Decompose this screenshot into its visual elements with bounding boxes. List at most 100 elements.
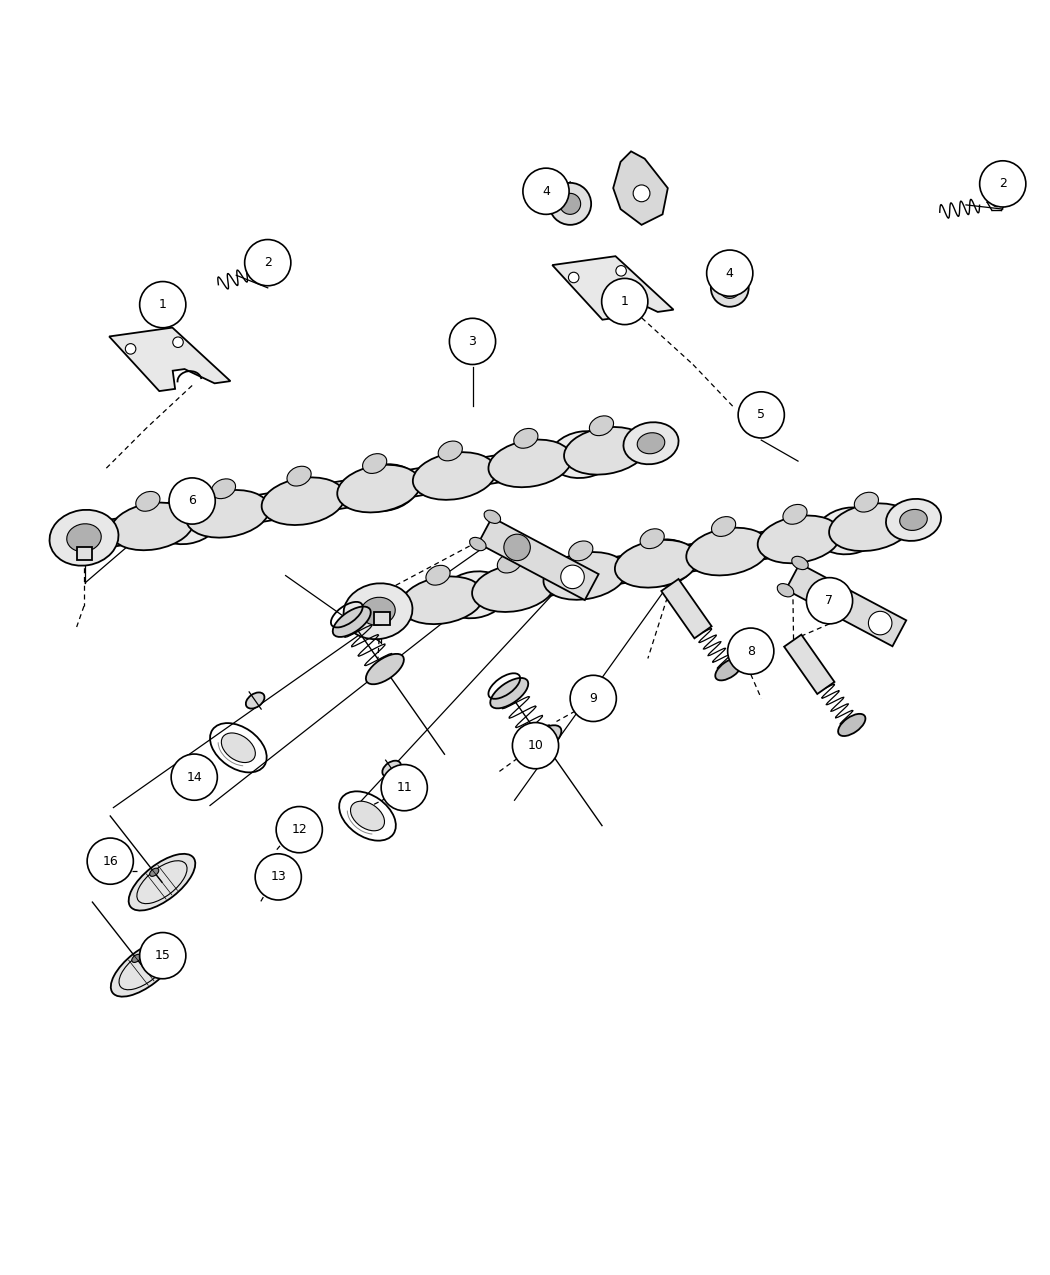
Ellipse shape (640, 529, 665, 548)
Text: 12: 12 (292, 824, 307, 836)
Ellipse shape (186, 490, 269, 538)
Circle shape (549, 182, 591, 224)
Ellipse shape (49, 510, 119, 566)
Text: 6: 6 (188, 495, 196, 507)
Ellipse shape (758, 515, 841, 564)
Text: 9: 9 (589, 692, 597, 705)
Text: 2: 2 (264, 256, 272, 269)
Text: 14: 14 (187, 770, 202, 784)
Text: 13: 13 (271, 871, 286, 884)
Ellipse shape (637, 432, 665, 454)
Ellipse shape (513, 428, 538, 449)
Ellipse shape (469, 537, 486, 551)
Ellipse shape (351, 801, 384, 831)
Circle shape (276, 807, 322, 853)
Ellipse shape (351, 464, 418, 511)
Circle shape (255, 854, 301, 900)
Circle shape (806, 578, 853, 623)
Ellipse shape (490, 678, 528, 709)
Text: 7: 7 (825, 594, 834, 607)
Circle shape (561, 565, 584, 589)
Text: 8: 8 (747, 645, 755, 658)
Circle shape (738, 391, 784, 439)
Ellipse shape (246, 692, 265, 709)
Ellipse shape (472, 565, 555, 612)
Ellipse shape (838, 714, 865, 736)
Polygon shape (662, 579, 712, 639)
Circle shape (980, 161, 1026, 207)
Ellipse shape (488, 440, 571, 487)
Circle shape (268, 260, 277, 270)
Ellipse shape (569, 541, 593, 561)
Ellipse shape (712, 516, 736, 537)
Circle shape (171, 754, 217, 801)
Ellipse shape (523, 725, 562, 756)
Ellipse shape (687, 528, 770, 575)
Ellipse shape (715, 658, 742, 681)
Ellipse shape (498, 553, 522, 572)
Circle shape (719, 278, 740, 298)
Polygon shape (784, 635, 835, 694)
Ellipse shape (135, 491, 160, 511)
Ellipse shape (830, 504, 912, 551)
Ellipse shape (211, 479, 235, 499)
Ellipse shape (783, 505, 807, 524)
Circle shape (707, 250, 753, 296)
Text: 10: 10 (527, 740, 544, 752)
Ellipse shape (777, 584, 794, 597)
Ellipse shape (589, 416, 613, 436)
Ellipse shape (382, 761, 401, 776)
Circle shape (616, 265, 627, 277)
Polygon shape (552, 256, 673, 320)
Circle shape (602, 278, 648, 325)
Ellipse shape (261, 477, 344, 525)
Ellipse shape (438, 441, 462, 460)
Circle shape (512, 723, 559, 769)
Circle shape (711, 269, 749, 307)
Circle shape (868, 611, 891, 635)
Circle shape (245, 240, 291, 286)
Ellipse shape (110, 502, 193, 551)
FancyBboxPatch shape (77, 547, 92, 560)
Ellipse shape (544, 552, 627, 599)
Ellipse shape (361, 597, 395, 625)
Text: 16: 16 (103, 854, 118, 868)
Ellipse shape (67, 524, 101, 552)
Circle shape (381, 765, 427, 811)
Ellipse shape (287, 467, 311, 486)
Ellipse shape (337, 465, 420, 513)
Circle shape (992, 198, 1002, 207)
Ellipse shape (426, 565, 450, 585)
Text: 2: 2 (999, 177, 1007, 190)
Circle shape (87, 838, 133, 885)
Circle shape (523, 168, 569, 214)
Polygon shape (109, 328, 230, 391)
Circle shape (633, 185, 650, 201)
Ellipse shape (401, 576, 484, 625)
Circle shape (560, 194, 581, 214)
Text: 11: 11 (397, 782, 412, 794)
Ellipse shape (129, 854, 195, 910)
Text: 15: 15 (154, 949, 171, 963)
Ellipse shape (624, 422, 678, 464)
Circle shape (125, 344, 135, 354)
Ellipse shape (855, 492, 879, 513)
Circle shape (449, 319, 496, 365)
Circle shape (169, 478, 215, 524)
Ellipse shape (484, 510, 501, 524)
FancyBboxPatch shape (374, 612, 390, 625)
Ellipse shape (549, 431, 616, 478)
Ellipse shape (900, 510, 927, 530)
Ellipse shape (441, 571, 508, 618)
Ellipse shape (111, 940, 177, 997)
Text: 4: 4 (726, 266, 734, 279)
Ellipse shape (792, 556, 809, 570)
Ellipse shape (333, 607, 371, 638)
Ellipse shape (886, 499, 941, 541)
Text: 5: 5 (757, 408, 765, 422)
Text: 4: 4 (542, 185, 550, 198)
Ellipse shape (816, 507, 883, 555)
Ellipse shape (615, 539, 698, 588)
Circle shape (504, 534, 530, 561)
Polygon shape (478, 518, 598, 601)
